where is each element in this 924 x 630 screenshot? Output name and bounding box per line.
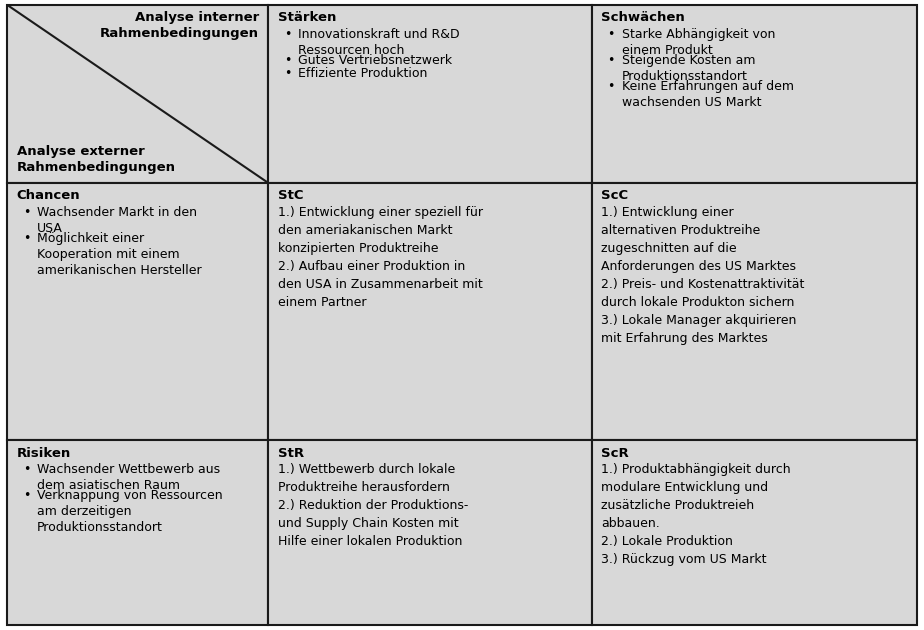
Text: •: • — [607, 54, 614, 67]
Text: Analyse externer
Rahmenbedingungen: Analyse externer Rahmenbedingungen — [17, 144, 176, 173]
Text: •: • — [23, 206, 30, 219]
Text: Keine Erfahrungen auf dem
wachsenden US Markt: Keine Erfahrungen auf dem wachsenden US … — [622, 81, 794, 110]
Bar — [268, 183, 592, 440]
Bar — [592, 183, 917, 440]
Text: Chancen: Chancen — [17, 189, 80, 202]
Text: Verknappung von Ressourcen
am derzeitigen
Produktionsstandort: Verknappung von Ressourcen am derzeitige… — [37, 490, 223, 534]
Text: •: • — [284, 28, 291, 41]
Bar — [268, 440, 592, 625]
Text: •: • — [23, 232, 30, 245]
Text: Wachsender Markt in den
USA: Wachsender Markt in den USA — [37, 206, 197, 235]
Text: •: • — [607, 28, 614, 41]
Text: StR: StR — [277, 447, 304, 459]
Text: •: • — [284, 67, 291, 81]
Text: StC: StC — [277, 189, 303, 202]
Text: Schwächen: Schwächen — [602, 11, 685, 25]
Text: 1.) Entwicklung einer
alternativen Produktreihe
zugeschnitten auf die
Anforderun: 1.) Entwicklung einer alternativen Produ… — [602, 206, 805, 345]
Bar — [7, 5, 268, 183]
Text: •: • — [284, 54, 291, 67]
Bar — [7, 440, 268, 625]
Text: ScR: ScR — [602, 447, 629, 459]
Text: Analyse interner
Rahmenbedingungen: Analyse interner Rahmenbedingungen — [100, 11, 259, 40]
Text: •: • — [23, 490, 30, 503]
Text: 1.) Entwicklung einer speziell für
den ameriakanischen Markt
konzipierten Produk: 1.) Entwicklung einer speziell für den a… — [277, 206, 482, 309]
Text: Starke Abhängigkeit von
einem Produkt: Starke Abhängigkeit von einem Produkt — [622, 28, 775, 57]
Bar — [268, 5, 592, 183]
Text: Innovationskraft und R&D
Ressourcen hoch: Innovationskraft und R&D Ressourcen hoch — [298, 28, 459, 57]
Text: •: • — [23, 464, 30, 476]
Text: Effiziente Produktion: Effiziente Produktion — [298, 67, 427, 81]
Text: 1.) Produktabhängigkeit durch
modulare Entwicklung und
zusätzliche Produktreieh
: 1.) Produktabhängigkeit durch modulare E… — [602, 464, 791, 566]
Bar — [7, 183, 268, 440]
Text: Stärken: Stärken — [277, 11, 336, 25]
Bar — [592, 440, 917, 625]
Text: 1.) Wettbewerb durch lokale
Produktreihe herausfordern
2.) Reduktion der Produkt: 1.) Wettbewerb durch lokale Produktreihe… — [277, 464, 468, 548]
Text: Risiken: Risiken — [17, 447, 71, 459]
Text: ScC: ScC — [602, 189, 628, 202]
Text: Steigende Kosten am
Produktionsstandort: Steigende Kosten am Produktionsstandort — [622, 54, 755, 83]
Bar — [592, 5, 917, 183]
Text: Wachsender Wettbewerb aus
dem asiatischen Raum: Wachsender Wettbewerb aus dem asiatische… — [37, 464, 220, 493]
Text: Möglichkeit einer
Kooperation mit einem
amerikanischen Hersteller: Möglichkeit einer Kooperation mit einem … — [37, 232, 201, 277]
Text: •: • — [607, 81, 614, 93]
Text: Gutes Vertriebsnetzwerk: Gutes Vertriebsnetzwerk — [298, 54, 452, 67]
